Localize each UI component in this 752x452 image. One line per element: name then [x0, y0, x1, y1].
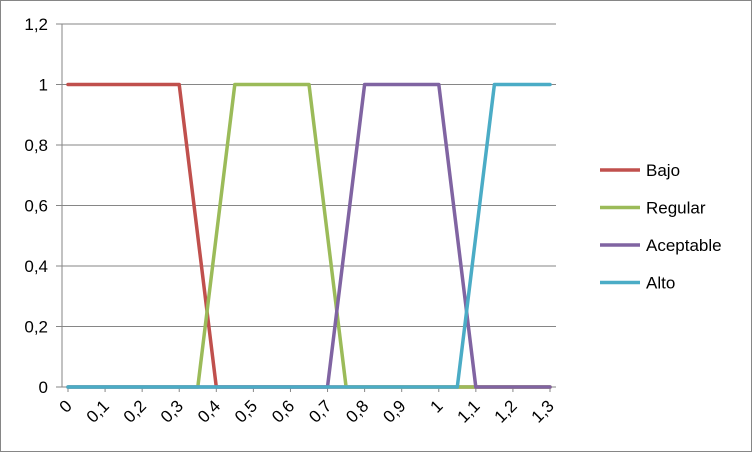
series-lines	[66, 82, 552, 389]
y-tick-label: 1	[39, 76, 48, 95]
y-tick-label: 0,8	[24, 136, 48, 155]
x-tick-label: 0,6	[268, 396, 298, 426]
y-tick-label: 0	[39, 378, 48, 397]
y-tick-label: 0,4	[24, 257, 48, 276]
series-line-bajo	[66, 82, 552, 389]
x-tick-label: 0,2	[120, 396, 150, 426]
x-tick-label: 0,5	[231, 396, 261, 426]
y-axis-ticks: 0 0,2 0,4 0,6 0,8 1 1,2	[24, 15, 48, 397]
x-tick-label: 1,3	[528, 396, 558, 426]
legend-label: Aceptable	[646, 236, 722, 255]
x-axis-ticks: 0 0,1 0,2 0,3 0,4 0,5 0,6 0,7 0,8 0,9 1 1,1 1,2 1,3	[56, 396, 558, 426]
x-tick-label: 0,3	[157, 396, 187, 426]
y-tick-label: 0,6	[24, 197, 48, 216]
series-line-regular	[66, 82, 552, 389]
y-tick-label: 1,2	[24, 15, 48, 34]
y-tick-label: 0,2	[24, 318, 48, 337]
x-tick-label: 0,1	[83, 396, 113, 426]
series-line-alto	[66, 82, 552, 389]
x-tick-label: 1	[426, 396, 446, 416]
x-tick-label: 0,9	[379, 396, 409, 426]
legend-label: Alto	[646, 274, 675, 293]
legend-label: Bajo	[646, 161, 680, 180]
x-tick-label: 0,7	[305, 396, 335, 426]
x-tick-label: 0,8	[342, 396, 372, 426]
legend: Bajo Regular Aceptable Alto	[600, 161, 722, 293]
x-tick-label: 0,4	[194, 396, 224, 426]
x-tick-label: 0	[56, 396, 76, 416]
x-tick-label: 1,2	[491, 396, 521, 426]
x-tick-label: 1,1	[454, 396, 484, 426]
series-line-aceptable	[66, 82, 552, 389]
legend-label: Regular	[646, 199, 706, 218]
gridlines	[62, 23, 556, 388]
